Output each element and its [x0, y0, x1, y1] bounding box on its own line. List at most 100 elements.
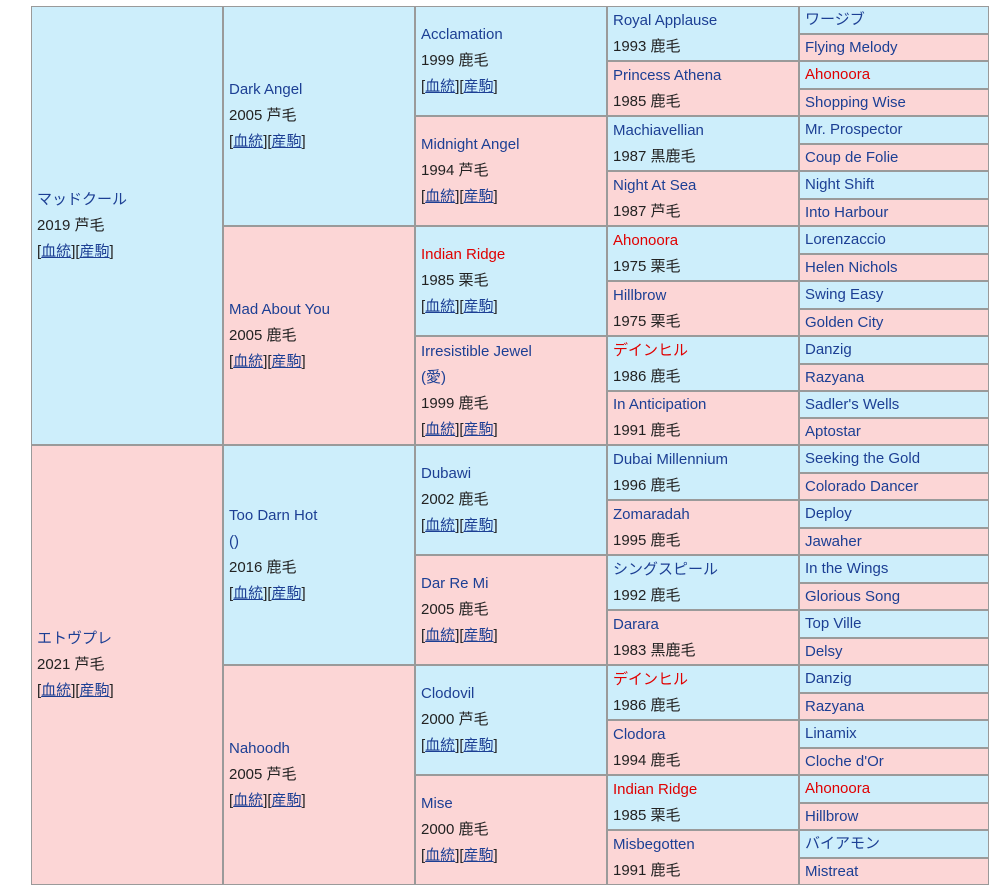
g5-name[interactable]: Mr. Prospector [805, 121, 903, 138]
progeny-link[interactable]: 産駒 [463, 627, 494, 644]
g5-name[interactable]: Seeking the Gold [805, 450, 921, 467]
progeny-link[interactable]: 産駒 [463, 517, 494, 534]
dds-name[interactable]: デインヒル [613, 341, 689, 359]
progeny-link[interactable]: 産駒 [79, 242, 110, 260]
pedigree-link[interactable]: 血統 [425, 298, 456, 315]
dd2-name[interactable]: Mise [421, 795, 453, 812]
dsd2-name[interactable]: Clodora [613, 725, 666, 743]
pedigree-link[interactable]: 血統 [425, 188, 456, 205]
g5-name[interactable]: Danzig [805, 341, 852, 358]
g5-name[interactable]: Top Ville [805, 615, 862, 632]
sss-name[interactable]: Royal Applause [613, 11, 718, 29]
pedigree-link[interactable]: 血統 [425, 517, 456, 534]
pedigree-link[interactable]: 血統 [425, 78, 456, 95]
g5-name[interactable]: Linamix [805, 725, 857, 742]
progeny-link[interactable]: 産駒 [271, 352, 302, 370]
sdd2-name[interactable]: Darara [613, 615, 659, 633]
g5-cell: Swing Easy [799, 281, 989, 309]
progeny-link[interactable]: 産駒 [271, 133, 302, 150]
pedigree-table: マッドクール 2019 芦毛 [血統][産駒] エトヴプレ 2021 芦毛 [血… [31, 6, 989, 885]
pedigree-link[interactable]: 血統 [233, 133, 264, 150]
g5-name[interactable]: Delsy [805, 642, 843, 660]
sire-name[interactable]: Dark Angel [229, 81, 303, 98]
g5-name[interactable]: Coup de Folie [805, 148, 899, 166]
dds2-name[interactable]: Indian Ridge [613, 780, 698, 798]
g5-name[interactable]: Danzig [805, 670, 852, 687]
sss2-name[interactable]: Dubai Millennium [613, 450, 729, 468]
g5-name[interactable]: Jawaher [805, 532, 862, 550]
ds2-name[interactable]: Clodovil [421, 685, 475, 702]
pedigree-link[interactable]: 血統 [425, 420, 456, 438]
g5-name[interactable]: Razyana [805, 368, 865, 386]
progeny-link[interactable]: 産駒 [463, 298, 494, 315]
g5-name[interactable]: ワージブ [805, 11, 865, 28]
horse-cell: マッドクール 2019 芦毛 [血統][産駒] [31, 6, 223, 445]
pedigree-link[interactable]: 血統 [425, 627, 456, 644]
sd-name[interactable]: Midnight Angel [421, 136, 520, 153]
g5-name[interactable]: Night Shift [805, 176, 875, 193]
g5-name[interactable]: Flying Melody [805, 38, 898, 56]
g5-name[interactable]: Sadler's Wells [805, 395, 900, 413]
progeny-link[interactable]: 産駒 [463, 188, 494, 205]
g5-name[interactable]: Helen Nichols [805, 258, 898, 276]
sdd-name[interactable]: Night At Sea [613, 176, 697, 194]
pedigree-link[interactable]: 血統 [233, 585, 264, 602]
g5-name[interactable]: Ahonoora [805, 66, 871, 83]
progeny-link[interactable]: 産駒 [463, 737, 494, 754]
g5-name[interactable]: Shopping Wise [805, 93, 906, 111]
g5-name[interactable]: Aptostar [805, 422, 861, 440]
g5-name[interactable]: Razyana [805, 697, 865, 715]
progeny-link[interactable]: 産駒 [463, 78, 494, 95]
dam-name[interactable]: Mad About You [229, 300, 330, 318]
g5-name[interactable]: Cloche d'Or [805, 752, 884, 770]
sds-name[interactable]: Machiavellian [613, 121, 704, 139]
ssd2-name[interactable]: Zomaradah [613, 505, 690, 523]
g5-name[interactable]: Deploy [805, 505, 852, 522]
g5-name[interactable]: Golden City [805, 313, 884, 331]
dam2-name[interactable]: Nahoodh [229, 740, 290, 757]
g5-cell: Into Harbour [799, 199, 989, 226]
g5-cell: Coup de Folie [799, 144, 989, 171]
pedigree-link[interactable]: 血統 [425, 737, 456, 754]
g5-name[interactable]: Glorious Song [805, 587, 901, 605]
g5-name[interactable]: Ahonoora [805, 780, 871, 797]
g5-name[interactable]: Into Harbour [805, 203, 889, 221]
dss2-info: 1986 鹿毛 [613, 696, 681, 714]
progeny-link[interactable]: 産駒 [79, 682, 110, 699]
progeny-link[interactable]: 産駒 [463, 847, 494, 864]
g5-name[interactable]: Swing Easy [805, 286, 884, 303]
pedigree-link[interactable]: 血統 [233, 352, 264, 370]
horse2-name[interactable]: エトヴプレ [37, 630, 113, 647]
sd2-name[interactable]: Dar Re Mi [421, 575, 489, 592]
dss-name[interactable]: Ahonoora [613, 231, 679, 249]
g5-name[interactable]: Colorado Dancer [805, 477, 919, 495]
pedigree-link[interactable]: 血統 [41, 242, 72, 260]
ss-name[interactable]: Acclamation [421, 26, 503, 43]
dss2-name[interactable]: デインヒル [613, 670, 689, 688]
ds-name[interactable]: Indian Ridge [421, 246, 506, 263]
g5-name[interactable]: Hillbrow [805, 807, 859, 825]
progeny-link[interactable]: 産駒 [271, 792, 302, 809]
g5-cell: Seeking the Gold [799, 445, 989, 473]
g5-cell: Ahonoora [799, 775, 989, 803]
dd-cell: Irresistible Jewel (愛) 1999 鹿毛 [血統][産駒] [415, 336, 607, 445]
pedigree-link[interactable]: 血統 [41, 682, 72, 699]
g5-name[interactable]: バイアモン [805, 835, 881, 852]
g5-name[interactable]: Lorenzaccio [805, 231, 886, 248]
sire-info: 2005 芦毛 [229, 107, 297, 124]
ddd-name[interactable]: In Anticipation [613, 396, 707, 413]
ddd2-name[interactable]: Misbegotten [613, 835, 695, 853]
sds2-name[interactable]: シングスピール [613, 560, 719, 578]
g5-name[interactable]: In the Wings [805, 560, 889, 577]
dsd-name[interactable]: Hillbrow [613, 286, 667, 304]
progeny-link[interactable]: 産駒 [463, 420, 494, 438]
dd-name[interactable]: Irresistible Jewel [421, 342, 532, 360]
ss2-name[interactable]: Dubawi [421, 465, 472, 482]
horse-name[interactable]: マッドクール [37, 190, 128, 208]
sire2-name[interactable]: Too Darn Hot [229, 507, 318, 524]
ssd-name[interactable]: Princess Athena [613, 66, 722, 84]
pedigree-link[interactable]: 血統 [425, 847, 456, 864]
pedigree-link[interactable]: 血統 [233, 792, 264, 809]
g5-name[interactable]: Mistreat [805, 862, 859, 880]
progeny-link[interactable]: 産駒 [271, 585, 302, 602]
